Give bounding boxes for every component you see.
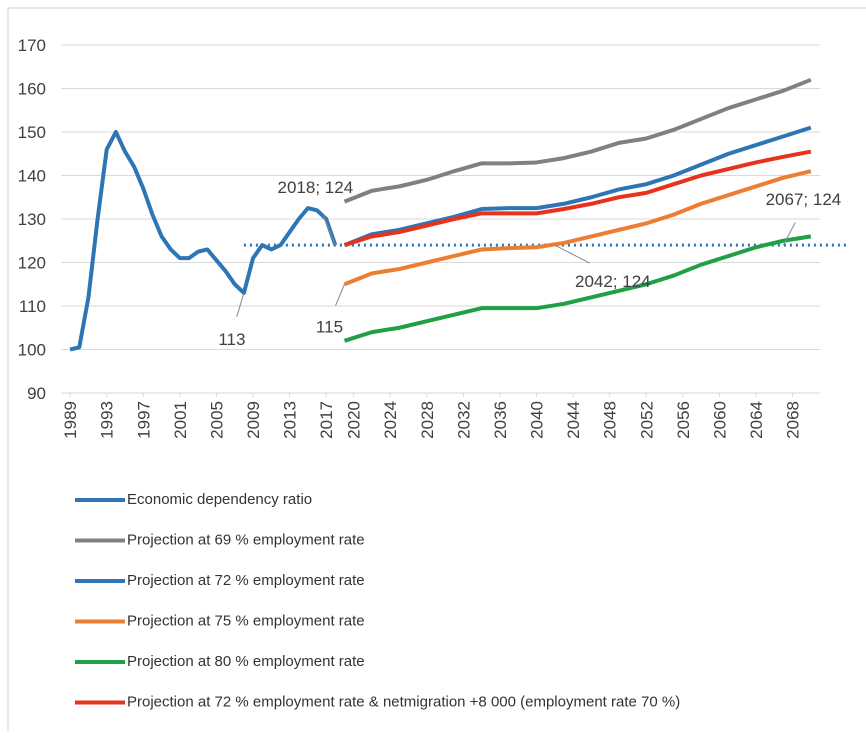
annotation: 2042; 124: [575, 272, 651, 291]
x-tick-label: 2036: [491, 401, 510, 439]
series-line: [69, 130, 338, 352]
x-tick-label: 2013: [281, 401, 300, 439]
x-tick-label: 1989: [61, 401, 80, 439]
y-tick-label: 160: [18, 80, 46, 99]
x-tick-label: 2044: [564, 401, 583, 439]
y-tick-label: 170: [18, 36, 46, 55]
x-tick-label: 2001: [171, 401, 190, 439]
annotation: 2067; 124: [766, 190, 842, 209]
y-tick-label: 110: [19, 297, 46, 316]
x-tick-label: 2024: [381, 401, 400, 439]
series-line: [343, 77, 812, 204]
annotation-leader: [335, 284, 345, 307]
x-tick-label: 2068: [784, 401, 803, 439]
y-tick-label: 140: [18, 167, 46, 186]
x-tick-label: 1993: [98, 401, 117, 439]
x-tick-label: 2048: [601, 401, 620, 439]
legend-label: Economic dependency ratio: [127, 491, 312, 508]
annotation-leader: [554, 244, 590, 264]
x-tick-label: 2064: [747, 401, 766, 439]
legend-label: Projection at 69 % employment rate: [127, 531, 365, 548]
annotation-leader: [782, 222, 796, 246]
x-tick-label: 1997: [134, 401, 153, 439]
y-tick-label: 90: [27, 384, 46, 403]
x-tick-label: 2028: [418, 401, 437, 439]
x-tick-label: 2040: [528, 401, 547, 439]
annotation: 115: [316, 317, 343, 336]
series-line: [343, 234, 812, 343]
series-line: [343, 149, 812, 248]
legend-label: Projection at 75 % employment rate: [127, 612, 365, 629]
x-tick-label: 2017: [317, 401, 336, 439]
legend-label: Projection at 72 % employment rate: [127, 572, 365, 589]
annotation: 113: [218, 330, 245, 349]
series-line: [343, 125, 812, 247]
x-tick-label: 2060: [710, 401, 729, 439]
series-line: [343, 169, 812, 287]
annotation-leader: [236, 292, 245, 318]
x-tick-label: 2005: [207, 401, 226, 439]
legend-label: Projection at 80 % employment rate: [127, 653, 365, 670]
y-tick-label: 150: [18, 123, 46, 142]
x-tick-label: 2009: [244, 401, 263, 439]
annotation: 2018; 124: [278, 178, 354, 197]
y-tick-label: 100: [18, 341, 46, 360]
y-tick-label: 130: [18, 210, 46, 229]
legend-label: Projection at 72 % employment rate & net…: [127, 693, 680, 710]
x-tick-label: 2056: [674, 401, 693, 439]
annotation-leader: [322, 214, 336, 246]
x-tick-label: 2020: [345, 401, 364, 439]
y-tick-label: 120: [18, 254, 46, 273]
x-tick-label: 2052: [637, 401, 656, 439]
x-tick-label: 2032: [454, 401, 473, 439]
